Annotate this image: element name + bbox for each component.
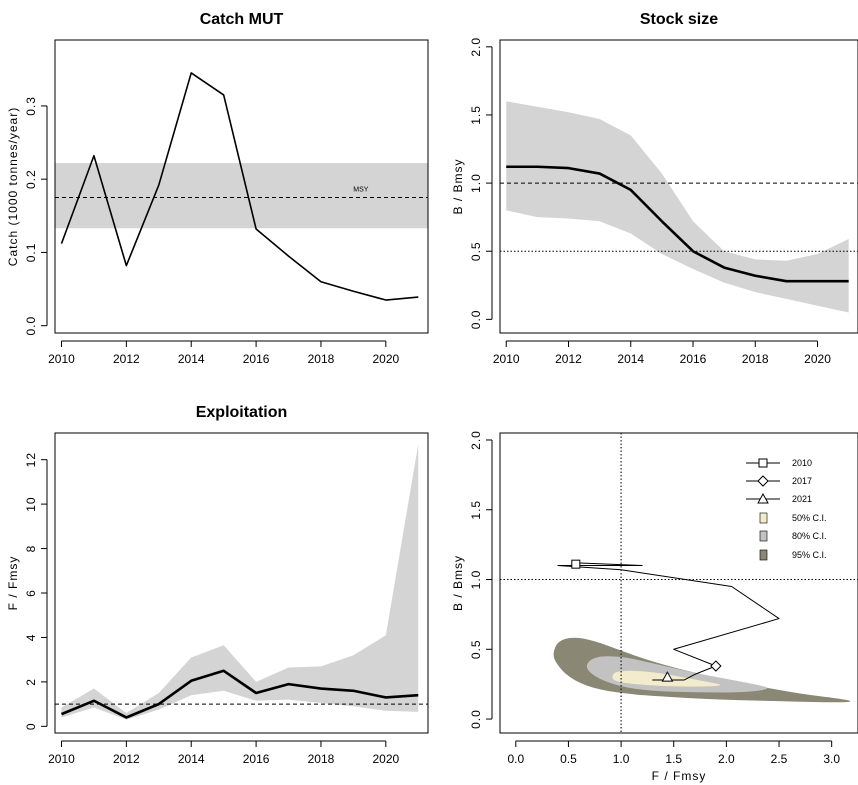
x-tick-label: 3.0 — [823, 752, 840, 766]
x-tick-label: 2020 — [372, 752, 399, 766]
x-tick-label: 2020 — [372, 352, 399, 366]
x-tick-label: 2016 — [243, 352, 270, 366]
y-tick-label: 0.0 — [469, 310, 483, 330]
x-axis-label: F / Fmsy — [652, 769, 707, 783]
y-tick-label: 1.0 — [469, 173, 483, 193]
x-tick-label: 2014 — [178, 352, 205, 366]
marker-triangle — [661, 671, 674, 682]
panel-catch-mut: MSY 0.0 0.1 0.2 0.3 2010 2012 2014 2016 2018 2020 C… — [6, 11, 429, 366]
confidence-band — [55, 163, 428, 229]
x-tick-label: 2018 — [308, 752, 335, 766]
legend-label: 50% C.I. — [792, 513, 827, 523]
y-tick-label: 8 — [24, 545, 38, 553]
x-tick-label: 0.5 — [560, 752, 577, 766]
y-tick-label: 10 — [24, 496, 38, 511]
x-tick-label: 2018 — [742, 352, 769, 366]
x-tick-label: 2016 — [243, 752, 270, 766]
marker-diamond — [710, 660, 722, 672]
y-tick-label: 2.0 — [469, 430, 483, 450]
plot-frame — [54, 432, 429, 734]
plot-frame — [54, 39, 429, 334]
series-line — [506, 165, 849, 283]
x-tick-label: 2012 — [113, 752, 140, 766]
legend-swatch — [759, 512, 768, 524]
y-tick-label: 4 — [24, 634, 38, 642]
y-axis-label: B / Bmsy — [451, 555, 465, 611]
series-line — [60, 72, 419, 301]
x-tick-label: 2010 — [48, 752, 75, 766]
x-tick-label: 2018 — [308, 352, 335, 366]
chart-title: Stock size — [640, 11, 718, 28]
series-line — [60, 669, 419, 719]
x-tick-label: 2020 — [804, 352, 831, 366]
reference-line-label: MSY — [353, 186, 369, 193]
x-tick-label: 2.0 — [718, 752, 735, 766]
legend: 2010 2017 2021 50% C.I. 80% C.I. 95% C.I. — [746, 458, 827, 561]
y-tick-label: 0 — [24, 722, 38, 730]
y-tick-label: 0.0 — [24, 316, 38, 336]
x-tick-label: 2012 — [555, 352, 582, 366]
y-tick-label: 1.0 — [469, 570, 483, 590]
x-tick-label: 2.5 — [771, 752, 788, 766]
y-axis-label: F / Fmsy — [6, 556, 20, 611]
legend-label: 95% C.I. — [792, 550, 827, 560]
x-tick-label: 2010 — [48, 352, 75, 366]
y-axis-label: B / Bmsy — [451, 158, 465, 214]
y-tick-label: 6 — [24, 589, 38, 597]
x-tick-label: 2010 — [493, 352, 520, 366]
x-tick-label: 1.5 — [665, 752, 682, 766]
y-tick-label: 0.3 — [24, 96, 38, 116]
legend-label: 80% C.I. — [792, 531, 827, 541]
y-tick-label: 0.2 — [24, 169, 38, 189]
y-tick-label: 0.5 — [469, 639, 483, 659]
legend-label: 2017 — [792, 476, 812, 486]
panel-kobe-plot: 2010 2017 2021 50% C.I. 80% C.I. 95% C.I. 0.0 0… — [451, 430, 858, 783]
confidence-band — [506, 101, 849, 313]
panel-stock-size: 0.0 0.5 1.0 1.5 2.0 2010 2012 2014 2016 2018 2020 B… — [451, 11, 858, 366]
y-tick-label: 12 — [24, 452, 38, 467]
marker-triangle — [757, 492, 769, 504]
y-tick-label: 1.5 — [469, 500, 483, 520]
x-tick-label: 2012 — [113, 352, 140, 366]
x-tick-label: 0.0 — [507, 752, 524, 766]
legend-label: 2010 — [792, 458, 812, 468]
y-axis-label: Catch (1000 tonnes/year) — [6, 107, 20, 266]
y-tick-label: 0.1 — [24, 243, 38, 263]
marker-square — [758, 458, 768, 468]
y-tick-label: 1.5 — [469, 105, 483, 125]
marker-square — [571, 559, 581, 569]
legend-label: 2021 — [792, 494, 812, 504]
plot-frame — [499, 432, 858, 734]
x-tick-label: 2014 — [178, 752, 205, 766]
y-tick-label: 2.0 — [469, 37, 483, 57]
x-tick-label: 2014 — [617, 352, 644, 366]
marker-diamond — [757, 475, 769, 487]
y-tick-label: 0.0 — [469, 709, 483, 729]
panel-exploitation: 0 2 4 6 8 10 12 2010 2012 2014 2016 2018 2020 F / Fms… — [6, 404, 429, 766]
plot-frame — [499, 39, 858, 334]
x-tick-label: 1.0 — [613, 752, 630, 766]
chart-title: Catch MUT — [200, 11, 284, 28]
legend-swatch — [759, 549, 768, 561]
confidence-band — [61, 444, 419, 720]
y-tick-label: 2 — [24, 678, 38, 686]
chart-title: Exploitation — [196, 404, 288, 421]
y-tick-label: 0.5 — [469, 241, 483, 261]
x-tick-label: 2016 — [680, 352, 707, 366]
legend-swatch — [759, 530, 768, 542]
